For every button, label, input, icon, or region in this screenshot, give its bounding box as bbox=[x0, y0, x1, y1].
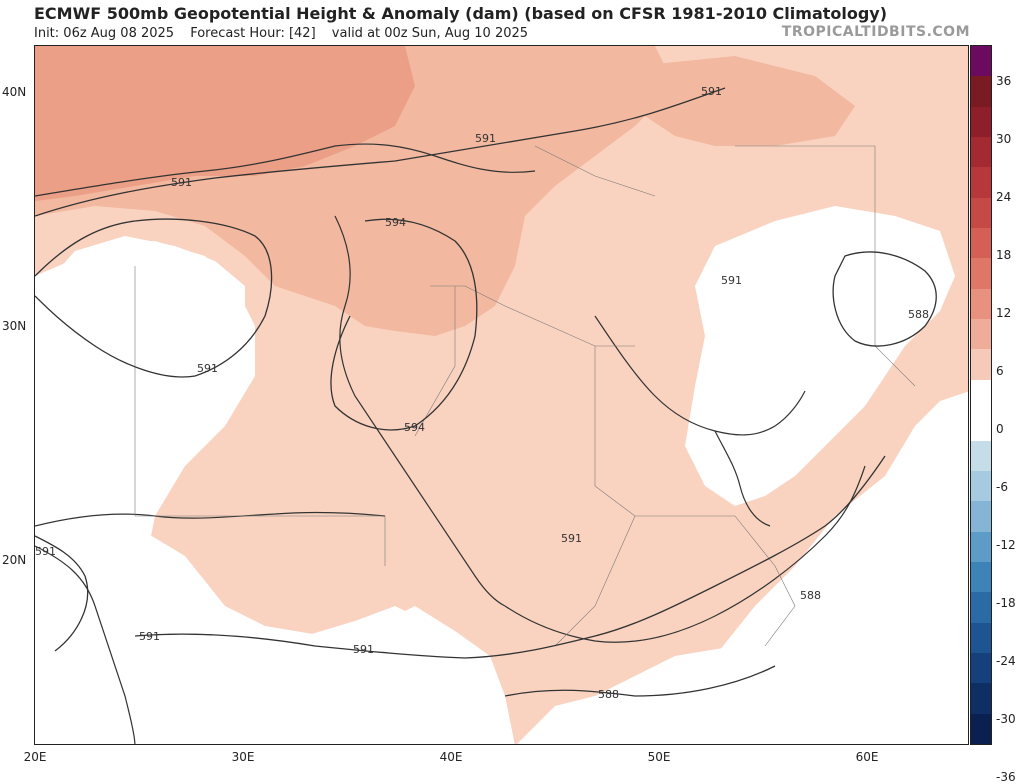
colorbar-cell bbox=[971, 46, 991, 77]
colorbar-label: -36 bbox=[996, 769, 1016, 784]
contour-label: 588 bbox=[908, 308, 929, 321]
coastlines bbox=[35, 143, 866, 744]
lon-label: 40E bbox=[439, 750, 463, 764]
contour-label: 588 bbox=[800, 589, 821, 602]
source-watermark: TROPICALTIDBITS.COM bbox=[781, 24, 970, 40]
lon-label: 30E bbox=[231, 750, 255, 764]
lat-label: 40N bbox=[2, 85, 27, 99]
neutral-area-africa bbox=[35, 516, 515, 744]
anomaly-colorbar bbox=[970, 45, 992, 745]
colorbar-cell bbox=[971, 683, 991, 715]
colorbar-label: 30 bbox=[996, 131, 1012, 146]
height-contours bbox=[35, 87, 937, 697]
map-canvas: 591 591 594 591 591 591 591 594 591 591 … bbox=[35, 46, 968, 744]
lat-label: 20N bbox=[2, 553, 27, 567]
contour-label: 594 bbox=[404, 421, 425, 434]
anomaly-fill-strong bbox=[35, 46, 415, 201]
colorbar-cell bbox=[971, 592, 991, 624]
colorbar-cell bbox=[971, 531, 991, 563]
valid-time: valid at 00z Sun, Aug 10 2025 bbox=[331, 26, 529, 41]
colorbar-cell bbox=[971, 379, 991, 411]
colorbar-label: -18 bbox=[996, 595, 1016, 610]
colorbar-label: 6 bbox=[996, 363, 1004, 378]
lat-label: 30N bbox=[2, 319, 27, 333]
colorbar-cell bbox=[971, 288, 991, 320]
neutral-area-west bbox=[35, 236, 245, 391]
contour-label: 588 bbox=[598, 688, 619, 701]
colorbar-label: 12 bbox=[996, 305, 1012, 320]
forecast-hour: Forecast Hour: [42] bbox=[190, 26, 316, 41]
map-title: ECMWF 500mb Geopotential Height & Anomal… bbox=[34, 4, 888, 23]
colorbar-cell bbox=[971, 561, 991, 593]
colorbar-label: 24 bbox=[996, 189, 1012, 204]
colorbar-cell bbox=[971, 713, 991, 745]
colorbar-cell bbox=[971, 622, 991, 654]
lon-label: 50E bbox=[647, 750, 671, 764]
contour-label: 591 bbox=[475, 132, 496, 145]
colorbar-cell bbox=[971, 228, 991, 259]
colorbar-cell bbox=[971, 410, 991, 442]
colorbar-cell bbox=[971, 349, 991, 381]
contour-label: 591 bbox=[35, 545, 56, 558]
colorbar-cell bbox=[971, 319, 991, 350]
contour-label: 591 bbox=[139, 630, 160, 643]
contour-label: 591 bbox=[561, 532, 582, 545]
colorbar-label: -12 bbox=[996, 537, 1016, 552]
map-panel: 591 591 594 591 591 591 591 594 591 591 … bbox=[34, 45, 969, 745]
map-subtitle: Init: 06z Aug 08 2025 Forecast Hour: [42… bbox=[34, 26, 540, 41]
colorbar-cell bbox=[971, 167, 991, 199]
colorbar-cell bbox=[971, 106, 991, 138]
contour-label: 594 bbox=[385, 216, 406, 229]
colorbar-cell bbox=[971, 440, 991, 472]
colorbar-label: 36 bbox=[996, 73, 1012, 88]
colorbar-cell bbox=[971, 501, 991, 533]
neutral-area-iran bbox=[685, 206, 955, 506]
init-time: Init: 06z Aug 08 2025 bbox=[34, 26, 175, 41]
borders bbox=[134, 145, 916, 647]
lon-label: 20E bbox=[23, 750, 47, 764]
neutral-area-horn bbox=[517, 646, 883, 744]
contour-label: 591 bbox=[721, 274, 742, 287]
colorbar-cell bbox=[971, 76, 991, 108]
lon-label: 60E bbox=[855, 750, 879, 764]
colorbar-cell bbox=[971, 197, 991, 229]
colorbar-cell bbox=[971, 652, 991, 684]
contour-label: 591 bbox=[701, 85, 722, 98]
colorbar-label: 0 bbox=[996, 421, 1004, 436]
colorbar-cell bbox=[971, 258, 991, 290]
colorbar-label: -24 bbox=[996, 653, 1016, 668]
contour-label: 591 bbox=[353, 643, 374, 656]
colorbar-label: -30 bbox=[996, 711, 1016, 726]
colorbar-cell bbox=[971, 137, 991, 168]
colorbar-cell bbox=[971, 470, 991, 502]
colorbar-label: 18 bbox=[996, 247, 1012, 262]
contour-label: 591 bbox=[171, 176, 192, 189]
contour-label: 591 bbox=[197, 362, 218, 375]
anomaly-fill-medium-east bbox=[635, 56, 855, 146]
colorbar-label: -6 bbox=[996, 479, 1008, 494]
